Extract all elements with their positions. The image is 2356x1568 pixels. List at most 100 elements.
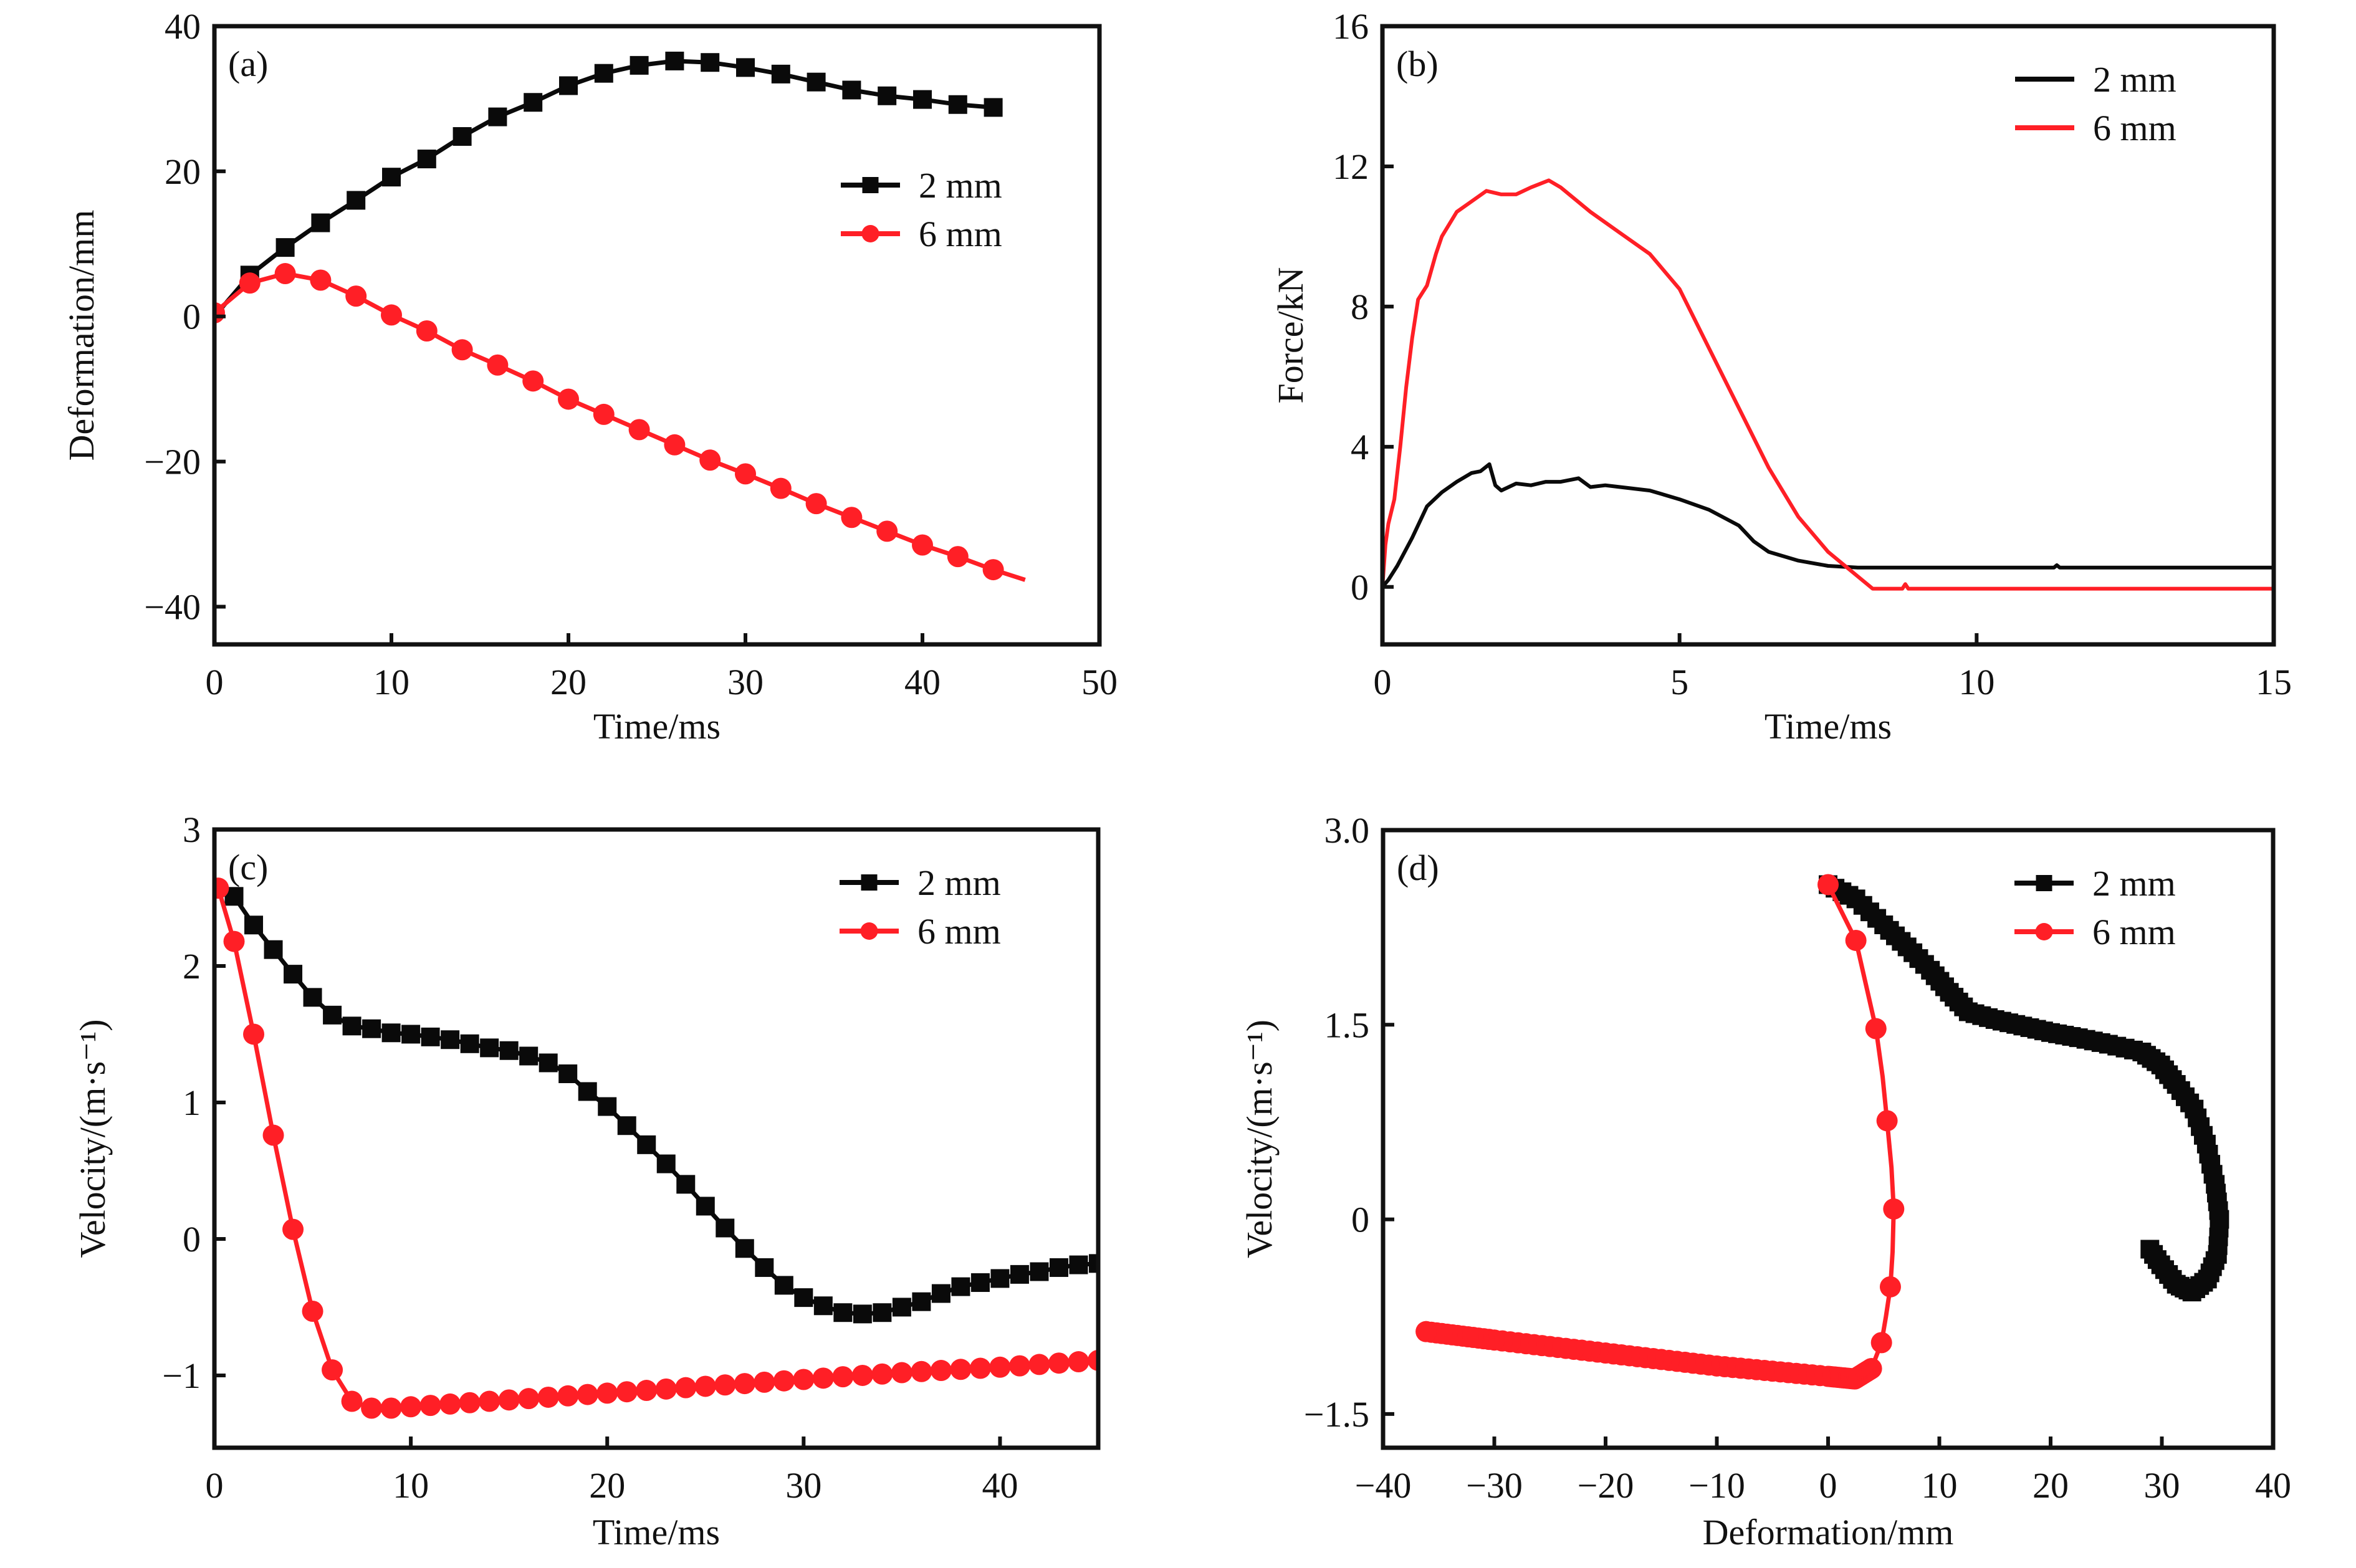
data-point-circle <box>851 1364 873 1386</box>
data-point-circle <box>714 1374 736 1396</box>
data-point-square <box>948 95 967 114</box>
data-point-square <box>630 55 649 75</box>
y-tick-label: 0 <box>183 297 201 337</box>
data-point-circle <box>243 1023 265 1045</box>
data-point-square <box>598 1097 617 1116</box>
x-tick-label: 30 <box>2144 1465 2180 1506</box>
data-point-square <box>813 1296 833 1316</box>
legend-label: 2 mm <box>2092 863 2176 904</box>
axes-frame <box>212 827 1101 1450</box>
data-point-circle <box>262 1124 284 1146</box>
x-tick-label: 10 <box>373 662 409 702</box>
data-point-square <box>519 1046 539 1066</box>
y-tick-label: 8 <box>1351 287 1369 327</box>
series-line <box>1420 883 1896 1382</box>
data-point-circle <box>735 463 756 485</box>
data-point-square <box>771 64 790 84</box>
data-point-square <box>736 58 755 77</box>
y-tick-label: 4 <box>1351 427 1369 467</box>
x-tick-label: −30 <box>1466 1465 1523 1506</box>
series-line <box>214 271 1026 582</box>
data-point-circle <box>655 1378 677 1400</box>
series-line <box>1382 178 2274 591</box>
legend-marker-circle <box>861 225 879 242</box>
data-point-circle <box>947 546 969 568</box>
data-point-square <box>1069 1255 1088 1274</box>
series-2mm <box>214 51 1003 318</box>
legend: 2 mm 6 mm <box>2014 863 2176 952</box>
data-point-circle <box>459 1392 481 1413</box>
data-point-circle <box>381 304 402 326</box>
data-point-square <box>1030 1262 1049 1281</box>
data-point-square <box>892 1298 911 1317</box>
data-point-circle <box>1817 874 1839 896</box>
data-point-square <box>381 1023 401 1043</box>
data-point-square <box>951 1277 970 1296</box>
data-point-square <box>559 76 578 95</box>
data-point-circle <box>1008 1355 1030 1377</box>
axes-frame <box>212 24 1102 647</box>
data-point-circle <box>1879 1276 1901 1298</box>
x-tick-label: 40 <box>904 662 941 702</box>
data-point-circle <box>891 1362 912 1384</box>
panel-a: 0 10 20 30 40 50 −40 −20 0 20 40 Time/ms Deformation… <box>61 6 1118 747</box>
data-point-circle <box>223 930 245 952</box>
panel-b: 0 5 10 15 0 4 8 12 16 Time/ms Force/kN (b) 2 mm 6 mm <box>1270 6 2292 747</box>
data-point-square <box>347 191 366 210</box>
data-point-circle <box>380 1397 402 1419</box>
data-point-circle <box>628 419 650 441</box>
data-point-circle <box>930 1360 952 1382</box>
data-point-circle <box>310 269 332 291</box>
data-point-circle <box>577 1384 598 1405</box>
series-6mm <box>1382 178 2274 591</box>
plot-area <box>1382 178 2274 591</box>
data-point-square <box>303 988 322 1007</box>
data-point-square <box>637 1135 656 1154</box>
data-point-circle <box>793 1369 815 1390</box>
y-tick-label: 3 <box>183 810 201 850</box>
data-point-circle <box>982 559 1004 581</box>
panel-tag: (a) <box>228 44 268 84</box>
data-point-circle <box>239 272 261 294</box>
legend-marker-square <box>861 874 878 891</box>
data-point-circle <box>1048 1352 1070 1374</box>
data-point-circle <box>274 263 296 285</box>
data-point-square <box>701 53 720 72</box>
y-tick-label: −20 <box>144 442 201 482</box>
data-point-circle <box>699 449 721 471</box>
series-line <box>217 885 1098 1316</box>
data-point-square <box>558 1064 578 1083</box>
data-point-circle <box>773 1370 795 1392</box>
y-tick-label: 16 <box>1333 6 1369 47</box>
data-point-circle <box>419 1395 441 1417</box>
data-point-circle <box>1883 1198 1905 1220</box>
data-point-circle <box>322 1359 343 1381</box>
x-tick-label: 40 <box>982 1465 1018 1506</box>
data-point-square <box>284 965 303 984</box>
legend-marker-circle <box>860 922 878 940</box>
data-point-circle <box>518 1388 540 1410</box>
data-point-square <box>480 1038 499 1058</box>
data-point-circle <box>1865 1018 1887 1040</box>
data-point-square <box>842 80 861 100</box>
data-point-square <box>774 1276 793 1295</box>
data-point-square <box>578 1082 597 1101</box>
data-point-square <box>970 1273 990 1293</box>
data-point-circle <box>911 1360 932 1382</box>
data-point-circle <box>361 1397 383 1419</box>
data-point-square <box>617 1116 636 1135</box>
x-tick-label: 0 <box>1819 1465 1837 1506</box>
data-point-square <box>931 1284 951 1303</box>
x-tick-label: −40 <box>1355 1465 1412 1506</box>
panel-tag: (d) <box>1397 848 1439 888</box>
data-point-square <box>323 1005 342 1025</box>
data-point-circle <box>812 1367 834 1389</box>
data-point-square <box>913 90 932 109</box>
data-point-square <box>735 1239 754 1258</box>
data-point-square <box>539 1053 558 1073</box>
series-6mm <box>214 877 1098 1419</box>
x-tick-label: 0 <box>206 1465 224 1506</box>
data-point-circle <box>1870 1332 1892 1354</box>
data-point-circle <box>439 1393 461 1415</box>
series-6mm <box>1415 874 1905 1390</box>
